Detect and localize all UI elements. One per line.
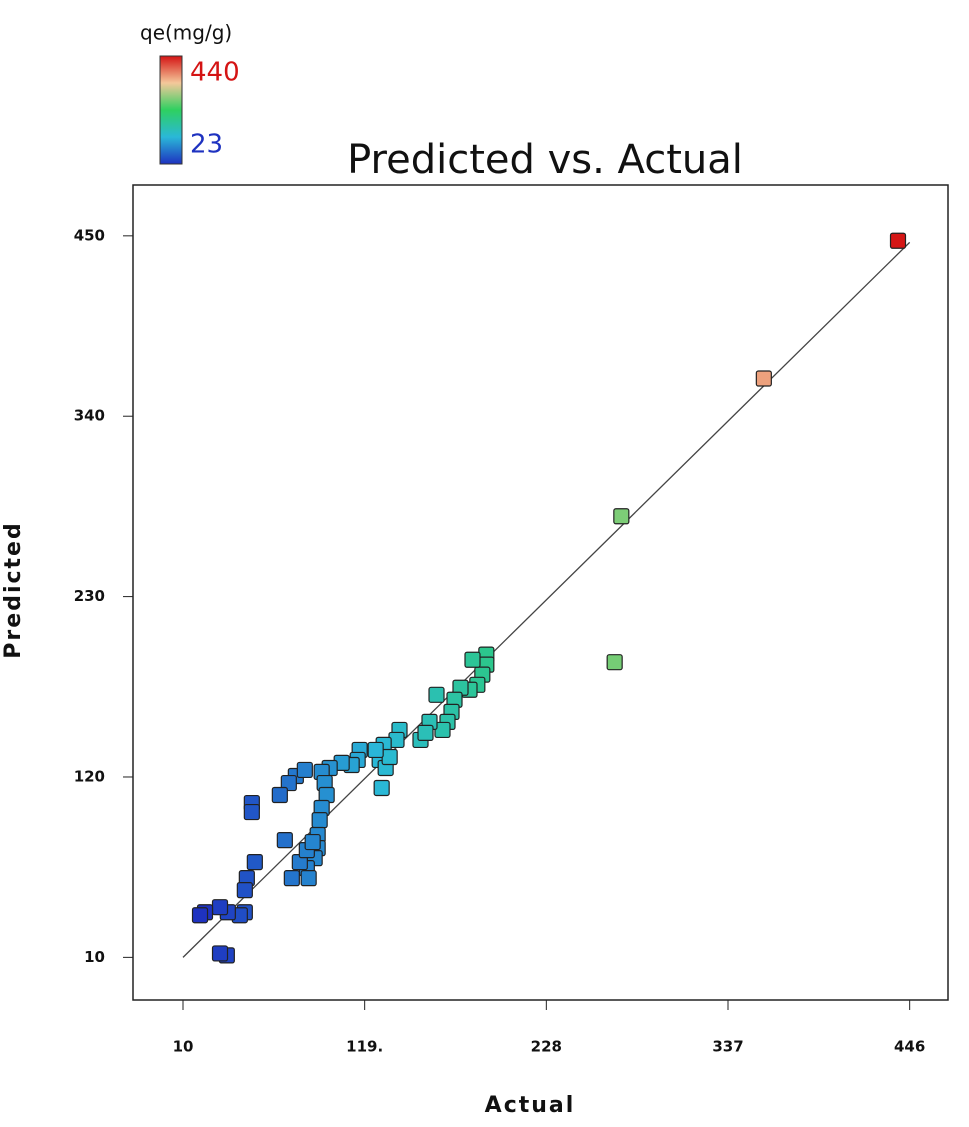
y-axis-title: Predicted [1,521,26,658]
x-tick-label: 446 [894,1038,925,1056]
point [300,870,317,887]
colorbar [159,55,183,165]
point [381,748,398,766]
point [296,761,313,779]
point [236,882,253,899]
fit-line [182,241,911,958]
point [311,812,328,829]
point [417,724,434,741]
y-tick-label: 230 [74,587,105,605]
x-tick-label: 337 [712,1038,743,1056]
x-axis-title: Actual [485,1093,576,1118]
colorbar-title: qe(mg/g) [140,21,232,45]
x-tick-label: 10 [173,1038,194,1056]
colorbar-max: 440 [190,58,240,88]
point [280,774,297,792]
x-tick-label: 228 [531,1038,562,1056]
x-tick-label: 119. [346,1038,383,1056]
point [271,786,288,804]
point [428,686,445,703]
point [191,907,209,924]
point [373,779,390,797]
point [889,232,907,249]
point [606,654,623,671]
point [276,832,293,849]
colorbar-min: 23 [190,130,223,160]
y-tick-label: 10 [84,948,105,966]
point [464,651,481,668]
point [755,370,772,387]
point [613,508,630,525]
plot-frame [132,184,949,1001]
point [211,899,229,916]
point [243,803,260,821]
y-tick-label: 450 [74,226,105,244]
chart-title: Predicted vs. Actual [347,137,743,183]
y-tick-label: 120 [74,767,105,785]
point [283,870,300,887]
point [304,833,321,851]
point [211,945,229,962]
y-tick-label: 340 [74,407,105,425]
point [367,741,384,759]
point [246,853,263,871]
